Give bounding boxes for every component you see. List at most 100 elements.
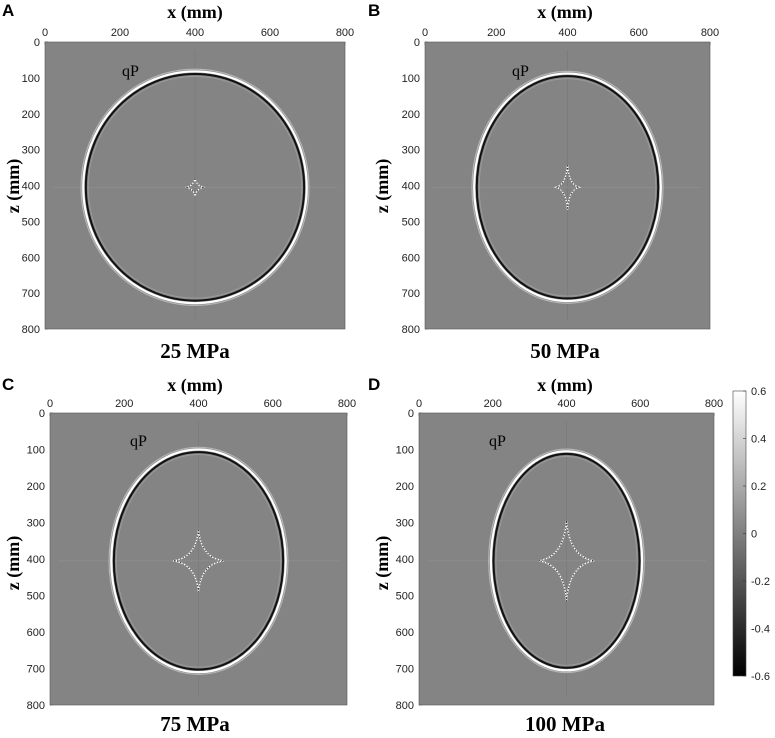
y-axis-label: z (mm) (372, 536, 393, 590)
qs-cusp-dark (185, 178, 205, 197)
x-tick-label: 600 (631, 398, 649, 410)
colorbar-tick-label: 0.6 (751, 386, 766, 398)
qp-wavefront-inner (495, 455, 638, 666)
qp-label: qP (122, 63, 139, 80)
x-axis-label: x (mm) (537, 375, 592, 396)
y-axis-label: z (mm) (3, 536, 24, 590)
z-tick-label: 500 (27, 591, 45, 603)
qp-label: qP (512, 63, 529, 80)
panel-c: C x (mm) 0 200 400 600 800 z (mm) 0 100 200 300… (2, 375, 356, 736)
x-tick-label: 600 (264, 398, 282, 410)
z-tick-label: 500 (402, 216, 420, 228)
z-tick-label: 500 (22, 216, 40, 228)
x-tick-label: 800 (705, 398, 723, 410)
z-tick-label: 400 (22, 181, 40, 193)
z-tick-label: 600 (396, 627, 414, 639)
z-tick-label: 700 (396, 664, 414, 676)
z-tick-label: 700 (22, 288, 40, 300)
x-tick-labels: 0 200 400 600 800 (422, 27, 719, 45)
x-tick-label: 200 (484, 398, 502, 410)
qp-wavefront-inner (478, 78, 657, 297)
qp-label: qP (489, 433, 506, 450)
z-tick-labels: 0 100 200 300 400 500 600 700 800 (402, 37, 428, 336)
x-tick-label: 800 (338, 398, 356, 410)
panel-a: A x (mm) 0 200 400 600 800 z (mm) 0 100 200 300… (2, 1, 354, 363)
qp-label: qP (130, 433, 147, 450)
qp-wavefront-bright (110, 448, 287, 674)
z-tick-labels: 0 100 200 300 400 500 600 700 800 (396, 408, 422, 712)
z-tick-label: 0 (408, 408, 414, 420)
z-tick-label: 200 (396, 481, 414, 493)
x-tick-label: 200 (487, 27, 505, 39)
pressure-caption: 25 MPa (160, 339, 230, 363)
z-tick-label: 700 (402, 288, 420, 300)
x-axis-label: x (mm) (167, 375, 222, 396)
z-tick-label: 400 (27, 554, 45, 566)
qp-wavefront-halo (488, 448, 645, 674)
colorbar-tick-label: 0.4 (751, 434, 766, 446)
z-tick-label: 0 (414, 37, 420, 49)
panel-d: D x (mm) 0 200 400 600 800 z (mm) 0 100 200 300… (368, 375, 723, 736)
z-tick-label: 800 (27, 700, 45, 712)
z-tick-label: 700 (27, 664, 45, 676)
z-tick-label: 300 (402, 145, 420, 157)
z-tick-label: 400 (396, 554, 414, 566)
x-tick-labels: 0 200 400 600 800 (416, 398, 723, 416)
x-tick-label: 400 (558, 27, 576, 39)
qp-wavefront-bright (473, 72, 662, 303)
x-tick-label: 0 (42, 27, 48, 39)
x-tick-label: 600 (261, 27, 279, 39)
qs-cusp-bright (553, 165, 582, 210)
colorbar-tick-label: 0.2 (751, 481, 766, 493)
x-tick-labels: 0 200 400 600 800 (47, 398, 356, 416)
colorbar-tick-label: 0 (751, 529, 757, 541)
qp-wavefront-halo (108, 446, 289, 675)
x-tick-labels: 0 200 400 600 800 (42, 27, 354, 45)
x-axis-label: x (mm) (537, 2, 592, 23)
panel-letter: D (368, 375, 380, 394)
colorbar-tick-label: -0.4 (751, 624, 770, 636)
z-tick-label: 300 (22, 145, 40, 157)
colorbar-ticks: 0.6 0.4 0.2 0 -0.2 -0.4 -0.6 (743, 386, 770, 683)
z-tick-label: 100 (402, 73, 420, 85)
x-tick-label: 400 (189, 398, 207, 410)
qp-wavefront-halo (80, 68, 310, 306)
qs-cusp-dark (538, 520, 595, 602)
colorbar-tick-label: -0.2 (751, 576, 770, 588)
x-tick-label: 0 (422, 27, 428, 39)
qp-wavefront-dark (492, 452, 641, 669)
z-tick-label: 200 (22, 109, 40, 121)
x-axis-label: x (mm) (167, 2, 222, 23)
x-tick-label: 0 (416, 398, 422, 410)
z-tick-label: 600 (27, 627, 45, 639)
z-tick-label: 600 (402, 252, 420, 264)
z-tick-label: 0 (39, 408, 45, 420)
qp-wavefront-dark (84, 73, 306, 302)
qp-wavefront-dark (112, 451, 285, 671)
z-tick-label: 200 (27, 481, 45, 493)
z-tick-label: 800 (396, 700, 414, 712)
z-tick-label: 100 (27, 445, 45, 457)
z-tick-label: 300 (27, 518, 45, 530)
x-tick-label: 200 (115, 398, 133, 410)
x-tick-label: 800 (701, 27, 719, 39)
y-axis-label: z (mm) (3, 159, 24, 213)
panel-letter: A (2, 1, 14, 20)
pressure-caption: 50 MPa (530, 339, 600, 363)
z-tick-label: 800 (22, 324, 40, 336)
y-axis-label: z (mm) (372, 159, 393, 213)
z-tick-label: 100 (22, 73, 40, 85)
z-tick-label: 100 (396, 445, 414, 457)
qp-wavefront-bright (489, 450, 644, 672)
z-tick-label: 400 (402, 181, 420, 193)
colorbar: 0.6 0.4 0.2 0 -0.2 -0.4 -0.6 (732, 386, 770, 683)
wavefield (53, 50, 337, 321)
x-tick-label: 800 (336, 27, 354, 39)
z-tick-labels: 0 100 200 300 400 500 600 700 800 (22, 37, 48, 336)
x-tick-label: 0 (47, 398, 53, 410)
x-tick-label: 600 (630, 27, 648, 39)
colorbar-tick-label: -0.6 (751, 671, 770, 683)
z-tick-label: 300 (396, 518, 414, 530)
z-tick-label: 500 (396, 591, 414, 603)
